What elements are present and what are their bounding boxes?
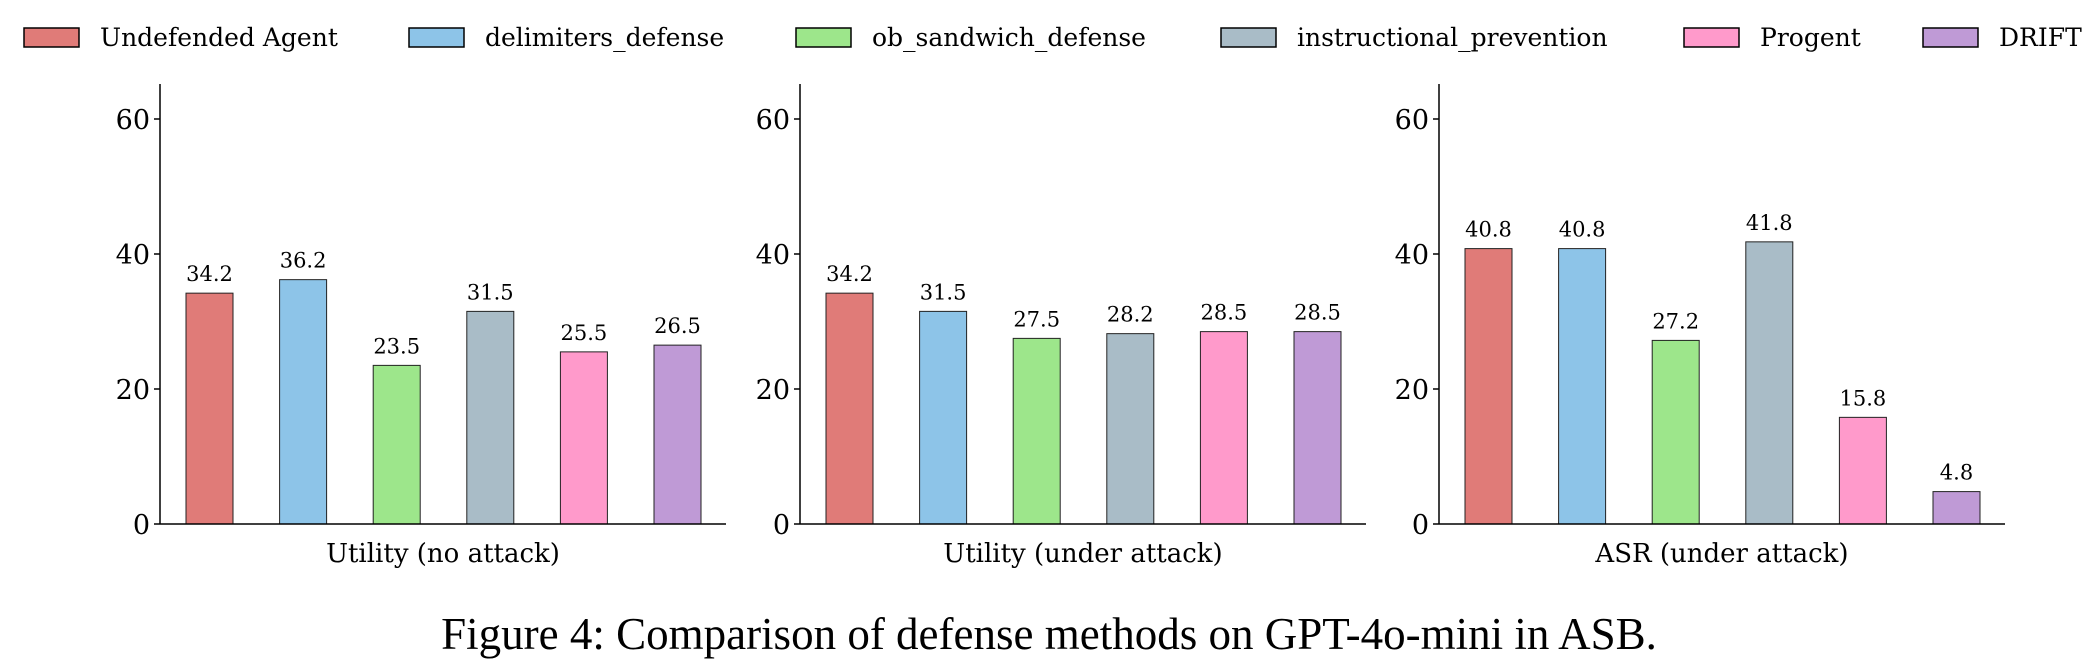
data-label: 25.5	[561, 321, 608, 345]
legend-label: DRIFT	[1999, 23, 2082, 52]
data-label: 40.8	[1559, 218, 1606, 242]
bar	[653, 344, 702, 525]
data-label: 31.5	[467, 280, 514, 304]
legend-swatch	[23, 27, 80, 48]
bar	[559, 351, 608, 525]
y-tick-label: 20	[116, 375, 150, 406]
data-label: 34.2	[826, 262, 873, 286]
y-tick-label: 40	[756, 240, 790, 271]
data-label: 28.5	[1294, 301, 1341, 325]
legend-label: delimiters_defense	[485, 23, 724, 52]
bar	[1745, 241, 1794, 525]
bar	[466, 310, 515, 525]
data-label: 27.2	[1652, 309, 1699, 333]
legend-swatch	[1922, 27, 1979, 48]
x-axis-label: Utility (no attack)	[326, 539, 560, 569]
y-tick-label: 40	[1395, 240, 1429, 271]
legend-label: ob_sandwich_defense	[872, 23, 1146, 52]
bar	[1838, 416, 1887, 525]
bar	[279, 279, 328, 525]
y-tick-label: 20	[756, 375, 790, 406]
data-label: 40.8	[1465, 218, 1512, 242]
legend-label: Progent	[1760, 23, 1861, 52]
bar	[1651, 339, 1700, 525]
y-tick-label: 0	[1412, 510, 1429, 541]
bar	[1199, 331, 1248, 525]
subplot-1: 34.2 36.2 23.5 31.5 25.5 26.5 0 20 40 60 Utility (…	[116, 84, 726, 569]
bar	[1106, 333, 1155, 525]
bar	[919, 310, 968, 525]
y-tick-label: 0	[773, 510, 790, 541]
y-tick-label: 40	[116, 240, 150, 271]
bar	[372, 364, 421, 525]
legend-label: Undefended Agent	[100, 23, 338, 52]
data-label: 28.2	[1107, 303, 1154, 327]
legend-swatch	[408, 27, 465, 48]
data-label: 23.5	[373, 334, 420, 358]
x-axis-label: Utility (under attack)	[943, 539, 1222, 569]
legend-label: instructional_prevention	[1297, 23, 1608, 52]
bar	[1932, 491, 1981, 525]
x-axis-label: ASR (under attack)	[1594, 539, 1848, 569]
data-label: 41.8	[1746, 211, 1793, 235]
data-label: 36.2	[280, 249, 327, 273]
bar	[825, 292, 874, 525]
legend-swatch	[1683, 27, 1740, 48]
data-label: 15.8	[1840, 386, 1887, 410]
data-label: 28.5	[1201, 301, 1248, 325]
data-label: 31.5	[920, 280, 967, 304]
legend-swatch	[795, 27, 852, 48]
subplot-3: 40.8 40.8 27.2 41.8 15.8 4.8 0 20 40 60 ASR (under…	[1395, 84, 2005, 569]
data-label: 4.8	[1940, 461, 1973, 485]
data-label: 27.5	[1013, 307, 1060, 331]
bar	[185, 292, 234, 525]
y-tick-label: 0	[133, 510, 150, 541]
legend-swatch	[1220, 27, 1277, 48]
data-label: 34.2	[186, 262, 233, 286]
subplot-2: 34.2 31.5 27.5 28.2 28.5 28.5 0 20 40 60 Utility (…	[756, 84, 1366, 569]
data-label: 26.5	[654, 314, 701, 338]
bar	[1293, 331, 1342, 525]
y-tick-label: 60	[116, 105, 150, 136]
bar	[1464, 248, 1513, 525]
y-tick-label: 20	[1395, 375, 1429, 406]
bar	[1012, 337, 1061, 525]
figure-caption: Figure 4: Comparison of defense methods …	[441, 609, 1657, 659]
bar	[1558, 248, 1607, 525]
y-tick-label: 60	[1395, 105, 1429, 136]
legend: Undefended Agent delimiters_defense ob_san…	[23, 23, 2082, 52]
y-tick-label: 60	[756, 105, 790, 136]
